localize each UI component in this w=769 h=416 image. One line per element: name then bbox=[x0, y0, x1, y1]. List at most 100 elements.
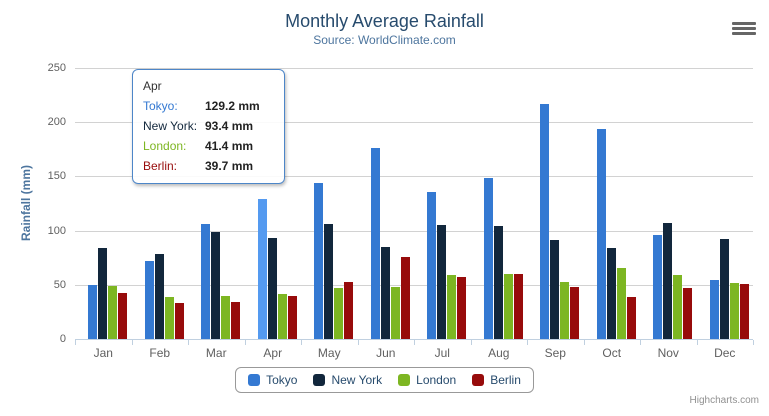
chart-subtitle: Source: WorldClimate.com bbox=[313, 33, 456, 47]
bar-london-nov[interactable] bbox=[673, 274, 682, 339]
bar-tokyo-jun[interactable] bbox=[370, 148, 380, 339]
bar-london-apr[interactable] bbox=[277, 294, 287, 339]
legend: Tokyo New York London Berlin bbox=[0, 367, 769, 393]
tooltip-header: Apr bbox=[143, 79, 162, 93]
bar-tokyo-jul[interactable] bbox=[427, 192, 436, 339]
bar-tokyo-jan[interactable] bbox=[88, 284, 97, 339]
bar-new-york-jan[interactable] bbox=[98, 248, 107, 339]
legend-marker-icon bbox=[472, 374, 485, 386]
tooltip-row: Tokyo: 129.2 mm bbox=[143, 96, 274, 116]
legend-item-berlin[interactable]: Berlin bbox=[472, 373, 521, 387]
bar-berlin-jun[interactable] bbox=[400, 257, 410, 339]
bar-new-york-nov[interactable] bbox=[663, 223, 672, 339]
bar-london-aug[interactable] bbox=[503, 274, 513, 339]
legend-item-tokyo[interactable]: Tokyo bbox=[248, 373, 297, 387]
bar-new-york-apr[interactable] bbox=[267, 237, 277, 339]
bar-tokyo-dec[interactable] bbox=[709, 280, 719, 339]
bar-new-york-may[interactable] bbox=[324, 224, 333, 339]
bar-new-york-jun[interactable] bbox=[380, 247, 390, 339]
tooltip-series-value: 129.2 mm bbox=[205, 99, 260, 113]
export-menu-icon-bar bbox=[732, 32, 756, 35]
bar-tokyo-may[interactable] bbox=[314, 182, 323, 339]
bar-new-york-dec[interactable] bbox=[719, 238, 729, 339]
bar-berlin-dec[interactable] bbox=[739, 283, 749, 339]
bar-berlin-jul[interactable] bbox=[457, 276, 466, 339]
x-axis-category-label: Jul bbox=[434, 346, 450, 360]
x-axis-category-label: Nov bbox=[657, 346, 679, 360]
bar-tokyo-feb[interactable] bbox=[144, 261, 154, 339]
x-axis-category-label: Jan bbox=[93, 346, 113, 360]
bar-berlin-jan[interactable] bbox=[118, 293, 127, 339]
bar-london-oct[interactable] bbox=[616, 268, 626, 339]
bar-london-may[interactable] bbox=[334, 288, 343, 339]
bar-berlin-mar[interactable] bbox=[231, 301, 240, 339]
bar-tokyo-sep[interactable] bbox=[540, 104, 549, 339]
x-axis-line bbox=[75, 339, 753, 340]
x-axis-category-label: Feb bbox=[149, 346, 171, 360]
legend-item-new-york[interactable]: New York bbox=[313, 373, 382, 387]
legend-marker-icon bbox=[248, 374, 261, 386]
gridline bbox=[75, 68, 753, 69]
bar-new-york-aug[interactable] bbox=[493, 225, 503, 339]
y-axis-tick-label: 100 bbox=[47, 224, 66, 237]
x-axis-tick bbox=[357, 340, 359, 345]
bar-tokyo-nov[interactable] bbox=[653, 235, 662, 339]
tooltip-series-label: Berlin: bbox=[143, 159, 178, 173]
bar-berlin-aug[interactable] bbox=[513, 273, 523, 339]
tooltip-series-value: 39.7 mm bbox=[205, 159, 254, 173]
x-axis-tick bbox=[75, 340, 76, 345]
x-axis-category-label: Mar bbox=[205, 346, 227, 360]
bar-tokyo-mar[interactable] bbox=[201, 223, 210, 339]
legend-item-label: Berlin bbox=[490, 373, 521, 387]
tooltip-series-label: Tokyo: bbox=[143, 99, 178, 113]
bar-berlin-feb[interactable] bbox=[174, 303, 184, 339]
bar-berlin-apr[interactable] bbox=[287, 295, 297, 339]
x-axis-category-label: Jun bbox=[376, 346, 396, 360]
tooltip-row: London: 41.4 mm bbox=[143, 136, 274, 156]
x-axis-tick bbox=[414, 340, 415, 345]
x-axis-tick bbox=[696, 340, 698, 345]
y-axis-tick-label: 200 bbox=[47, 116, 66, 129]
bar-new-york-mar[interactable] bbox=[211, 232, 220, 339]
export-menu-icon[interactable] bbox=[732, 22, 756, 36]
bar-new-york-jul[interactable] bbox=[437, 225, 446, 339]
x-axis-tick bbox=[188, 340, 189, 345]
export-menu-icon-bar bbox=[732, 27, 756, 30]
bar-london-dec[interactable] bbox=[729, 283, 739, 339]
bar-berlin-may[interactable] bbox=[344, 281, 353, 339]
x-axis-tick bbox=[527, 340, 528, 345]
y-axis-tick-label: 250 bbox=[47, 62, 66, 74]
bar-london-jan[interactable] bbox=[108, 285, 117, 339]
bar-london-sep[interactable] bbox=[560, 282, 569, 339]
bar-london-jun[interactable] bbox=[390, 286, 400, 339]
x-axis-tick bbox=[470, 340, 472, 345]
bar-tokyo-oct[interactable] bbox=[596, 128, 606, 339]
bar-berlin-nov[interactable] bbox=[683, 288, 692, 339]
x-axis-category-label: May bbox=[317, 346, 341, 360]
legend-item-london[interactable]: London bbox=[398, 373, 456, 387]
bar-tokyo-aug[interactable] bbox=[483, 178, 493, 339]
x-axis-category-label: Apr bbox=[263, 346, 283, 360]
y-axis-tick-label: 0 bbox=[59, 333, 66, 345]
gridline bbox=[75, 176, 753, 178]
x-axis-tick bbox=[131, 340, 133, 345]
bar-new-york-feb[interactable] bbox=[154, 253, 164, 339]
bar-london-jul[interactable] bbox=[447, 275, 456, 339]
legend-marker-icon bbox=[313, 374, 326, 386]
bar-berlin-oct[interactable] bbox=[626, 296, 636, 339]
bar-tokyo-apr[interactable] bbox=[257, 198, 267, 339]
bar-london-mar[interactable] bbox=[221, 296, 230, 339]
x-axis-tick bbox=[301, 340, 302, 345]
x-axis-category-label: Aug bbox=[488, 346, 510, 360]
bar-london-feb[interactable] bbox=[164, 296, 174, 339]
bar-berlin-sep[interactable] bbox=[570, 287, 579, 339]
bar-new-york-oct[interactable] bbox=[606, 248, 616, 339]
tooltip-series-value: 93.4 mm bbox=[205, 119, 254, 133]
credits-link[interactable]: Highcharts.com bbox=[689, 395, 759, 406]
x-axis-tick bbox=[753, 340, 754, 345]
tooltip-series-label: New York: bbox=[143, 119, 198, 133]
chart-title: Monthly Average Rainfall bbox=[285, 11, 484, 31]
bar-new-york-sep[interactable] bbox=[550, 240, 559, 339]
export-menu-icon-bar bbox=[732, 22, 756, 25]
tooltip-series-value: 41.4 mm bbox=[205, 139, 254, 153]
